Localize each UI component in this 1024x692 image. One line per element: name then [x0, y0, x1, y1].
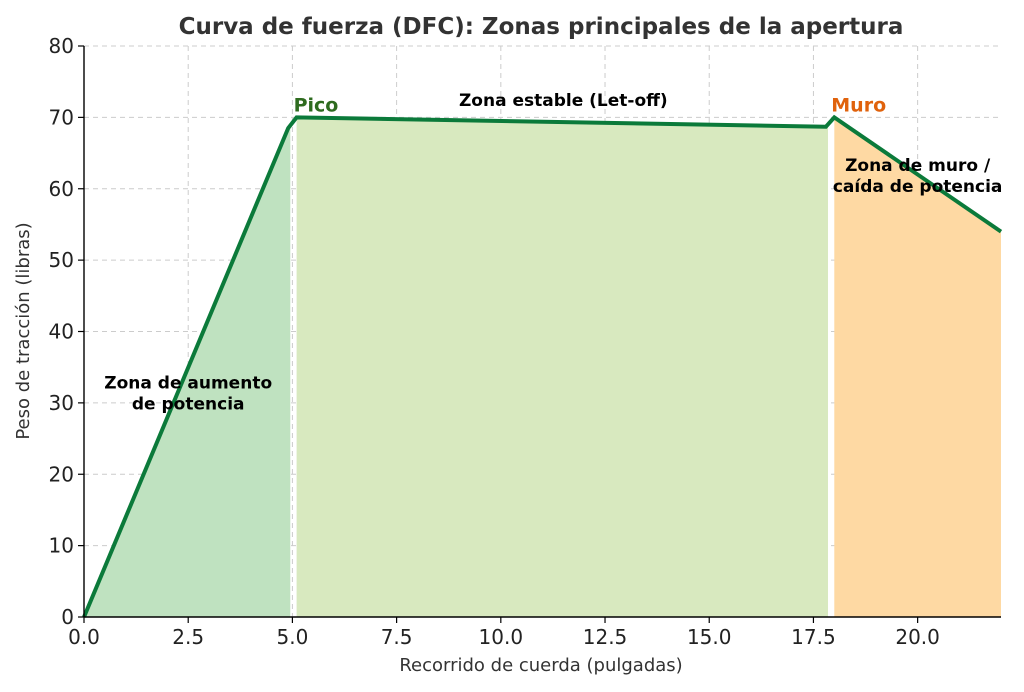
x-tick-label: 2.5: [172, 625, 204, 649]
y-tick-label: 0: [61, 605, 74, 629]
x-tick-label: 5.0: [277, 625, 309, 649]
zone-label-0: Zona de aumento de potencia: [104, 374, 272, 415]
point-label-pico: Pico: [294, 94, 339, 116]
y-tick-label: 30: [49, 391, 74, 415]
y-tick-label: 20: [49, 462, 74, 486]
zone-area-1: [296, 117, 829, 618]
y-tick-label: 70: [49, 105, 74, 129]
x-tick-label: 17.5: [791, 625, 836, 649]
x-tick-label: 20.0: [895, 625, 940, 649]
zone-label-1: Zona estable (Let-off): [459, 91, 668, 111]
y-tick-label: 40: [49, 320, 74, 344]
zone-area-2: [834, 117, 1001, 618]
point-label-muro: Muro: [831, 94, 886, 116]
x-tick-label: 12.5: [583, 625, 628, 649]
chart-title: Curva de fuerza (DFC): Zonas principales…: [179, 14, 904, 40]
x-tick-label: 15.0: [687, 625, 732, 649]
y-tick-label: 80: [49, 34, 74, 58]
y-axis-label: Peso de tracción (libras): [13, 222, 34, 439]
y-tick-label: 60: [49, 177, 74, 201]
x-tick-label: 10.0: [479, 625, 524, 649]
x-axis-ticks: 0.0 2.5 5.0 7.5 10.0 12.5 15.0 17.5 20.0: [68, 617, 940, 649]
series-lines: [82, 114, 1003, 618]
y-tick-label: 10: [49, 534, 74, 558]
x-axis-label: Recorrido de cuerda (pulgadas): [399, 655, 682, 676]
x-tick-label: 7.5: [381, 625, 413, 649]
annotations: Zona de aumento de potencia Zona estable (…: [104, 91, 1002, 415]
x-tick-label: 0.0: [68, 625, 100, 649]
force-curve-line: [82, 114, 1003, 618]
y-tick-label: 50: [49, 248, 74, 272]
y-axis-ticks: 0 10 20 30 40 50 60 70 80: [49, 34, 84, 629]
zone-label-2: Zona de muro / caída de potencia: [833, 156, 1003, 197]
